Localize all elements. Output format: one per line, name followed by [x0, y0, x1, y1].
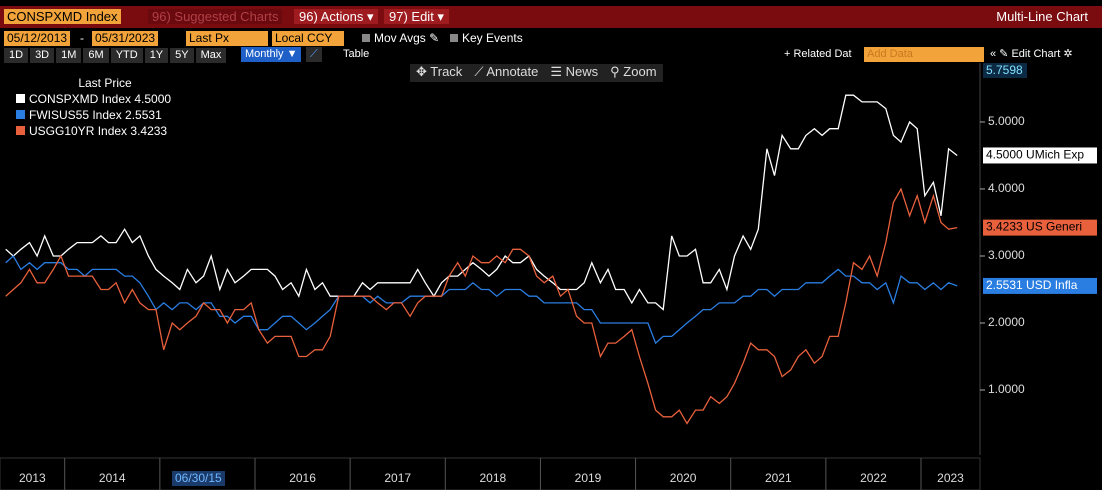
- last-value-tag-text: 4.5000 UMich Exp: [986, 148, 1084, 162]
- y-tick-label: 4.0000: [988, 181, 1025, 195]
- x-tick-label: 2018: [480, 471, 507, 485]
- chart-toolbar: ✥ Track ⟋ Annotate ☰ News ⚲ Zoom: [410, 64, 663, 82]
- last-value-tag: [983, 147, 1097, 164]
- x-tick-label: 2021: [765, 471, 792, 485]
- x-tick-label: 2013: [19, 471, 46, 485]
- security-field[interactable]: CONSPXMD Index: [4, 9, 121, 24]
- window-title: Multi-Line Chart: [996, 9, 1088, 24]
- y-tick-label: 3.0000: [988, 248, 1025, 262]
- related-data[interactable]: + Related Dat: [784, 48, 852, 60]
- end-date[interactable]: 05/31/2023: [92, 31, 159, 46]
- chart-tool[interactable]: ⚲ Zoom: [610, 64, 657, 79]
- x-axis-band: [0, 457, 981, 490]
- tag-label: UMich Exp: [1026, 148, 1084, 162]
- legend-swatch: [16, 94, 25, 103]
- period-button[interactable]: Max: [195, 48, 227, 63]
- series-line: [5, 187, 958, 425]
- legend: Last Price CONSPXMD Index 4.5000 FWISUS55…: [10, 74, 200, 144]
- x-tick-label: 2020: [670, 471, 697, 485]
- chart-tool-label: Annotate: [486, 64, 539, 79]
- chart-tool[interactable]: ✥ Track: [416, 64, 463, 79]
- add-data-field[interactable]: Add Data: [864, 47, 984, 62]
- max-marker-label: 5.7598: [986, 63, 1023, 77]
- mov-avgs[interactable]: Mov Avgs ✎: [362, 31, 439, 46]
- edit-label: 97) Edit: [389, 9, 434, 24]
- last-value-tag-text: 3.4233 US Generi: [986, 220, 1082, 234]
- period-button[interactable]: 3D: [30, 48, 55, 63]
- key-events[interactable]: Key Events: [450, 31, 523, 46]
- edit-chart[interactable]: « ✎ Edit Chart ✲: [990, 48, 1073, 60]
- edit-menu[interactable]: 97) Edit ▾: [384, 9, 449, 24]
- legend-item: FWISUS55 Index 2.5531: [16, 107, 194, 123]
- table-button[interactable]: Table: [343, 48, 370, 60]
- chart: 2013201420152016201720182019202020212022…: [0, 63, 1097, 490]
- x-tick-label: 2019: [575, 471, 602, 485]
- last-value-tag-text: 2.5531 USD Infla: [986, 278, 1078, 292]
- y-tick-label: 1.0000: [988, 382, 1025, 396]
- tag-label: US Generi: [1026, 220, 1082, 234]
- last-value-label: 4.5000: [986, 148, 1023, 162]
- last-value-tag: [983, 277, 1097, 294]
- key-events-label: Key Events: [462, 31, 523, 45]
- last-value-label: 2.5531: [986, 278, 1023, 292]
- legend-value: 4.5000: [134, 92, 172, 106]
- legend-name: CONSPXMD Index: [29, 92, 132, 106]
- series-line: [5, 254, 958, 345]
- frequency-label: Monthly: [245, 48, 284, 60]
- legend-value: 2.5531: [125, 108, 162, 122]
- date-separator: -: [80, 31, 84, 45]
- y-tick-label: 5.0000: [988, 114, 1025, 128]
- legend-item: CONSPXMD Index 4.5000: [16, 91, 194, 107]
- period-button[interactable]: 1M: [56, 48, 82, 63]
- chart-tool[interactable]: ⟋ Annotate: [474, 64, 539, 79]
- legend-swatch: [16, 110, 25, 119]
- x-tick-label: 2022: [860, 471, 887, 485]
- actions-label: 96) Actions: [299, 9, 364, 24]
- legend-swatch: [16, 126, 25, 135]
- period-button[interactable]: 1D: [4, 48, 29, 63]
- mov-avgs-label: Mov Avgs: [374, 31, 426, 45]
- x-tick-label: 2016: [289, 471, 316, 485]
- frequency-select[interactable]: Monthly ▼: [241, 47, 302, 62]
- y-tick-label: 2.0000: [988, 315, 1025, 329]
- last-value-label: 3.4233: [986, 220, 1023, 234]
- x-tick-label: 2017: [384, 471, 411, 485]
- tag-label: USD Infla: [1026, 278, 1078, 292]
- chart-tool-label: News: [565, 64, 599, 79]
- actions-menu[interactable]: 96) Actions ▾: [294, 9, 379, 24]
- last-value-tag: [983, 219, 1097, 236]
- legend-item: USGG10YR Index 3.4233: [16, 123, 194, 139]
- legend-name: USGG10YR Index: [29, 124, 128, 138]
- legend-name: FWISUS55 Index: [29, 108, 122, 122]
- suggested-charts[interactable]: 96) Suggested Charts: [148, 9, 283, 24]
- start-date[interactable]: 05/12/2013: [4, 31, 71, 46]
- legend-value: 3.4233: [130, 124, 168, 138]
- cursor-date: 06/30/15: [172, 471, 225, 486]
- x-tick-label: 2014: [99, 471, 126, 485]
- x-tick-label: 2023: [937, 471, 964, 485]
- chart-type-icon[interactable]: ⟋: [306, 47, 322, 62]
- period-buttons: 1D 3D 1M 6M YTD 1Y 5Y Max: [4, 47, 228, 63]
- chart-tool-label: Track: [430, 64, 463, 79]
- period-button[interactable]: 6M: [83, 48, 109, 63]
- period-button[interactable]: 5Y: [170, 48, 194, 63]
- field-select[interactable]: Last Px: [186, 31, 268, 46]
- max-marker-bg: [983, 63, 1027, 79]
- chart-tool-label: Zoom: [623, 64, 657, 79]
- edit-chart-label: Edit Chart: [1011, 48, 1061, 60]
- period-button[interactable]: 1Y: [144, 48, 169, 63]
- legend-title: Last Price: [78, 76, 132, 90]
- chart-tool[interactable]: ☰ News: [550, 64, 599, 79]
- period-button[interactable]: YTD: [110, 48, 143, 63]
- currency-select[interactable]: Local CCY: [272, 31, 344, 46]
- series-line: [5, 94, 958, 311]
